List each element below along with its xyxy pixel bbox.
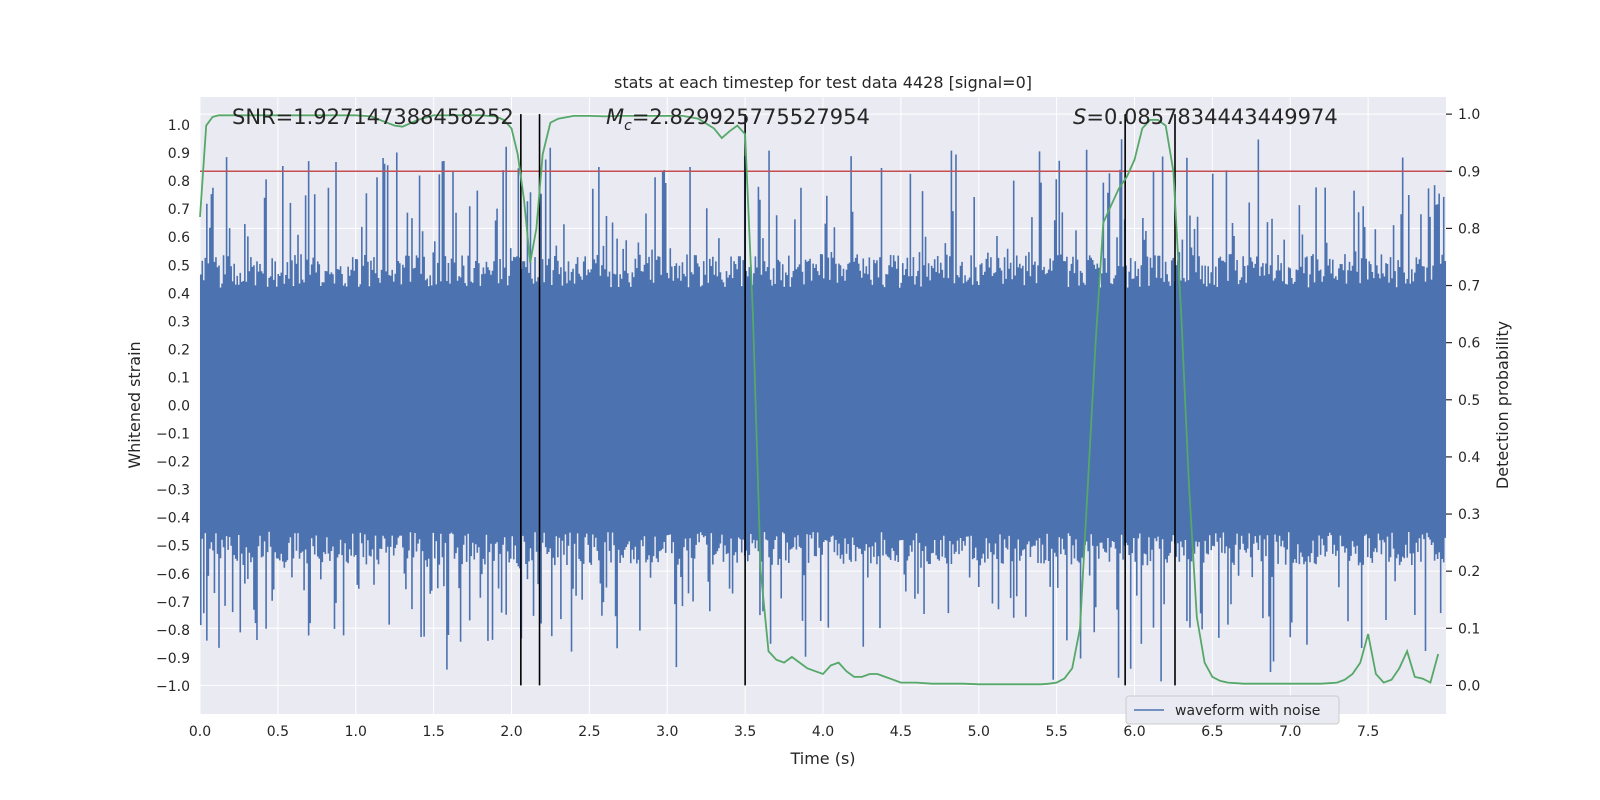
y-right-tick-label: 0.1 — [1458, 621, 1480, 637]
y-left-tick-label: 0.6 — [168, 230, 190, 246]
legend: waveform with noise — [1125, 695, 1340, 725]
s-value: =0.0857834443449974 — [1086, 105, 1337, 129]
x-tick-label: 1.5 — [422, 724, 444, 740]
x-tick-label: 3.0 — [656, 724, 678, 740]
waveform-series — [199, 139, 1447, 682]
mc-subscript: c — [624, 118, 632, 134]
y-right-tick-label: 0.3 — [1458, 507, 1480, 523]
y-left-tick-label: −0.6 — [156, 567, 190, 583]
y-left-tick-label: 0.0 — [168, 399, 190, 415]
y-right-tick-label: 0.7 — [1458, 279, 1480, 295]
x-tick-label: 1.0 — [345, 724, 367, 740]
x-tick-label: 2.5 — [578, 724, 600, 740]
legend-label: waveform with noise — [1175, 703, 1320, 719]
mc-symbol: M — [606, 105, 624, 129]
y-right-tick-label: 0.5 — [1458, 393, 1480, 409]
y-left-tick-label: 0.3 — [168, 314, 190, 330]
y-left-tick-label: −0.7 — [156, 595, 190, 611]
y-right-tick-label: 0.2 — [1458, 564, 1480, 580]
y-left-tick-label: −1.0 — [156, 679, 190, 695]
x-tick-label: 6.0 — [1123, 724, 1145, 740]
x-tick-label: 7.5 — [1357, 724, 1379, 740]
x-tick-label: 5.0 — [968, 724, 990, 740]
y-right-ticks: 1.0 0.9 0.8 0.7 0.6 0.5 0.4 0.3 0.2 0.1 0.0 — [1446, 107, 1480, 694]
x-tick-label: 2.0 — [500, 724, 522, 740]
snr-annotation: SNR=1.927147388458252 — [232, 105, 514, 129]
y-right-tick-label: 0.6 — [1458, 336, 1480, 352]
x-tick-label: 6.5 — [1201, 724, 1223, 740]
y-right-tick-label: 0.0 — [1458, 678, 1480, 694]
probability-line — [199, 114, 1440, 686]
y-left-tick-label: 0.7 — [168, 202, 190, 218]
x-tick-label: 3.5 — [734, 724, 756, 740]
y-left-tick-label: 0.8 — [168, 174, 190, 190]
y-right-tick-label: 0.4 — [1458, 450, 1480, 466]
y-left-tick-label: −0.8 — [156, 623, 190, 639]
x-tick-label: 5.5 — [1045, 724, 1067, 740]
y-left-tick-label: −0.2 — [156, 455, 190, 471]
y-right-tick-label: 0.9 — [1458, 164, 1480, 180]
legend-box — [1125, 695, 1340, 725]
x-tick-label: 4.5 — [890, 724, 912, 740]
s-annotation: S=0.0857834443449974 — [1073, 105, 1338, 129]
y-left-tick-label: 0.4 — [168, 286, 190, 302]
waveform-line — [199, 139, 1447, 682]
x-tick-label: 7.0 — [1279, 724, 1301, 740]
y-left-ticks: 1.0 0.9 0.8 0.7 0.6 0.5 0.4 0.3 0.2 0.1 0.0 −0.1 −0.… — [156, 118, 190, 695]
y-left-tick-label: 0.2 — [168, 342, 190, 358]
x-tick-label: 0.5 — [267, 724, 289, 740]
y-right-tick-label: 1.0 — [1458, 107, 1480, 123]
mc-value: =2.829925775527954 — [632, 105, 870, 129]
y-right-axis-label: Detection probability — [1493, 321, 1512, 489]
s-symbol: S — [1073, 105, 1086, 129]
x-tick-label: 0.0 — [189, 724, 211, 740]
chirp-mass-annotation: Mc=2.829925775527954 — [606, 105, 870, 134]
chart-title: stats at each timestep for test data 442… — [614, 73, 1032, 92]
y-left-tick-label: −0.1 — [156, 427, 190, 443]
probability-series — [199, 114, 1440, 686]
y-left-tick-label: 1.0 — [168, 118, 190, 134]
x-axis-label: Time (s) — [789, 749, 855, 768]
y-left-tick-label: −0.3 — [156, 483, 190, 499]
x-tick-label: 4.0 — [812, 724, 834, 740]
y-right-tick-label: 0.8 — [1458, 221, 1480, 237]
y-left-tick-label: 0.1 — [168, 370, 190, 386]
y-left-tick-label: −0.4 — [156, 511, 190, 527]
y-left-tick-label: 0.9 — [168, 146, 190, 162]
x-axis-ticks: 0.0 0.5 1.0 1.5 2.0 2.5 3.0 3.5 4.0 4.5 5.0 5.5 6.0 6… — [189, 724, 1379, 740]
y-left-tick-label: 0.5 — [168, 258, 190, 274]
y-left-axis-label: Whitened strain — [125, 341, 144, 468]
y-left-tick-label: −0.5 — [156, 539, 190, 555]
y-left-tick-label: −0.9 — [156, 651, 190, 667]
